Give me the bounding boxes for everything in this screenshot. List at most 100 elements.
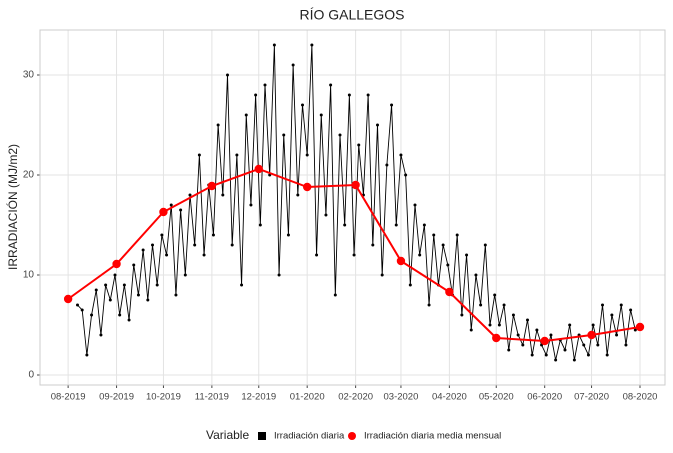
data-point: [418, 253, 422, 257]
data-point: [226, 73, 229, 77]
series-line: [77, 44, 636, 361]
data-point: [244, 113, 248, 117]
data-point: [240, 283, 244, 287]
data-point: [497, 323, 501, 327]
data-point: [286, 233, 290, 237]
data-point: [160, 233, 164, 237]
data-point: [216, 123, 220, 127]
data-point: [404, 173, 408, 177]
data-point: [432, 233, 436, 237]
data-point: [376, 123, 379, 127]
data-point: [441, 243, 445, 247]
data-point: [302, 182, 312, 192]
data-point: [291, 63, 295, 67]
data-point: [635, 322, 645, 332]
data-point: [141, 248, 145, 252]
data-point: [351, 180, 360, 190]
data-point: [301, 103, 304, 107]
data-point: [197, 153, 201, 157]
data-point: [85, 353, 89, 357]
data-point: [483, 243, 487, 247]
data-point: [112, 259, 121, 269]
data-point: [596, 343, 600, 347]
data-point: [108, 298, 112, 302]
data-point: [601, 303, 604, 307]
data-point: [80, 308, 84, 312]
data-point: [385, 163, 389, 167]
data-point: [469, 328, 473, 332]
data-point: [263, 83, 267, 87]
data-point: [296, 193, 300, 197]
chart-title: RÍO GALLEGOS: [299, 7, 404, 23]
data-point: [333, 293, 337, 297]
legend-label: Irradiación diaria media mensual: [364, 431, 501, 442]
data-point: [507, 348, 511, 352]
data-point: [343, 223, 347, 227]
data-point: [624, 343, 628, 347]
marks: [63, 43, 645, 362]
data-point: [188, 193, 192, 197]
x-tick-label: 06-2020: [527, 392, 562, 403]
data-point: [202, 253, 206, 257]
x-tick-label: 12-2019: [241, 392, 276, 403]
x-tick-label: 03-2020: [384, 392, 419, 403]
data-point: [94, 288, 98, 292]
data-point: [445, 287, 454, 297]
data-point: [540, 336, 549, 346]
data-point: [277, 273, 281, 277]
x-tick-label: 05-2020: [479, 392, 514, 403]
data-point: [516, 333, 520, 337]
data-point: [113, 273, 117, 277]
x-tick-label: 08-2019: [51, 392, 86, 403]
y-tick-label: 0: [28, 370, 34, 381]
data-point: [118, 313, 122, 317]
data-point: [155, 283, 159, 287]
data-point: [408, 283, 412, 287]
data-point: [347, 93, 351, 97]
data-point: [591, 323, 595, 327]
data-point: [394, 223, 398, 227]
y-tick-label: 20: [23, 170, 35, 181]
y-axis-label: IRRADIACIÓN (MJ/m2): [5, 144, 20, 270]
data-point: [324, 213, 328, 217]
data-point: [610, 313, 614, 317]
data-point: [586, 353, 590, 357]
data-point: [151, 243, 154, 247]
data-point: [460, 313, 464, 317]
data-point: [544, 353, 548, 357]
data-point: [179, 208, 183, 212]
data-point: [136, 293, 140, 297]
data-point: [90, 313, 94, 317]
x-tick-label: 01-2020: [290, 392, 325, 403]
panel-border: [39, 29, 666, 386]
data-point: [146, 298, 150, 302]
data-point: [492, 333, 501, 343]
data-point: [511, 313, 515, 317]
data-point: [399, 153, 403, 157]
data-point: [474, 273, 478, 277]
data-point: [629, 308, 633, 312]
data-point: [207, 181, 217, 191]
data-point: [76, 303, 79, 307]
data-point: [338, 133, 342, 137]
data-point: [530, 353, 534, 357]
data-point: [366, 93, 370, 97]
data-point: [272, 43, 276, 47]
data-point: [132, 263, 136, 267]
data-point: [488, 323, 492, 327]
data-point: [122, 283, 126, 287]
data-point: [174, 293, 178, 297]
data-point: [352, 253, 356, 257]
data-point: [211, 233, 215, 237]
data-point: [357, 143, 361, 147]
legend-title: Variable: [206, 428, 249, 442]
data-point: [493, 293, 497, 297]
data-point: [99, 333, 103, 337]
data-point: [282, 133, 286, 137]
data-point: [502, 303, 506, 307]
data-point: [193, 243, 197, 247]
data-point: [479, 303, 483, 307]
data-point: [526, 318, 529, 322]
data-point: [183, 273, 187, 277]
